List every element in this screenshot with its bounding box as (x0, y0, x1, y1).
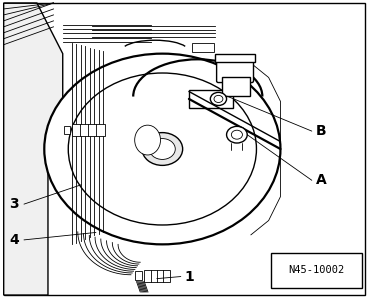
Ellipse shape (135, 125, 161, 155)
Circle shape (149, 139, 175, 159)
Circle shape (142, 133, 183, 165)
Circle shape (231, 130, 242, 139)
Bar (135, 271, 142, 280)
Circle shape (44, 54, 280, 244)
Circle shape (210, 92, 227, 105)
Bar (192, 43, 214, 52)
Polygon shape (4, 3, 63, 295)
Text: A: A (315, 173, 326, 187)
Text: N45-10002: N45-10002 (288, 266, 345, 275)
Text: 3: 3 (9, 197, 19, 211)
Circle shape (214, 95, 223, 103)
FancyBboxPatch shape (217, 57, 254, 83)
Bar (64, 126, 70, 134)
Bar (72, 124, 105, 136)
Text: B: B (315, 124, 326, 138)
Bar (222, 77, 250, 96)
Bar (215, 54, 255, 62)
Text: 1: 1 (184, 270, 194, 283)
Text: 4: 4 (9, 233, 19, 247)
Bar (189, 90, 233, 108)
Bar (144, 270, 170, 282)
Circle shape (68, 73, 256, 225)
Circle shape (227, 126, 247, 143)
Bar (271, 253, 362, 288)
